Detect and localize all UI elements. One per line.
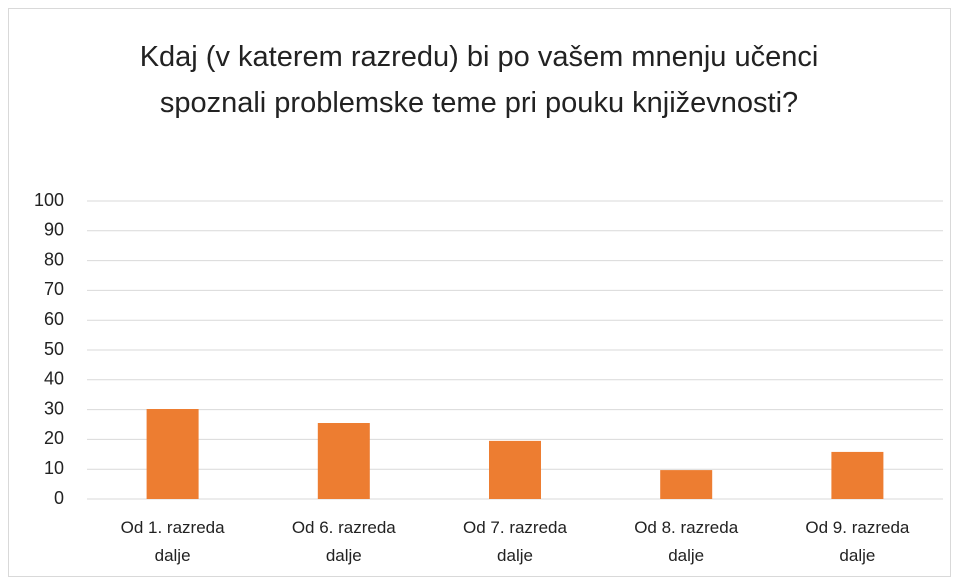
x-tick-label: Od 6. razreda dalje — [291, 518, 396, 565]
y-tick-label: 100 — [34, 190, 64, 210]
bar — [831, 451, 884, 499]
y-tick-label: 70 — [44, 279, 64, 299]
y-tick-label: 50 — [44, 339, 64, 359]
x-tick-label: Od 9. razreda dalje — [805, 518, 910, 565]
y-tick-label: 30 — [44, 398, 64, 418]
y-tick-label: 20 — [44, 428, 64, 448]
bar — [660, 470, 713, 499]
bar — [146, 409, 199, 499]
y-tick-label: 60 — [44, 309, 64, 329]
y-tick-label: 40 — [44, 369, 64, 389]
y-tick-label: 80 — [44, 249, 64, 269]
y-tick-label: 0 — [54, 488, 64, 508]
bar — [317, 423, 370, 499]
chart-title: Kdaj (v katerem razredu) bi po vašem mne… — [139, 41, 819, 119]
x-tick-label: Od 1. razreda dalje — [120, 518, 225, 565]
x-tick-label: Od 7. razreda dalje — [463, 518, 567, 565]
y-tick-label: 10 — [44, 458, 64, 478]
bar — [489, 440, 541, 499]
x-tick-label: Od 8. razreda dalje — [634, 518, 739, 565]
y-tick-label: 90 — [44, 220, 64, 240]
